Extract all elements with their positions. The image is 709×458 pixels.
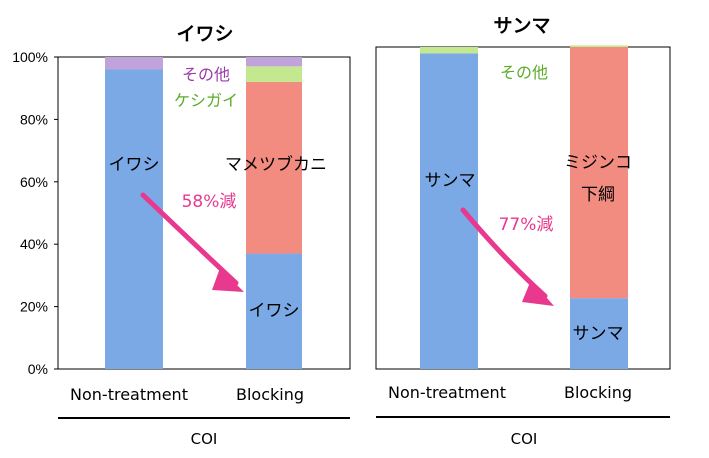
panel1-ytick-label-4: 80% [20, 111, 48, 127]
panel2-bar2-bottom-label: サンマ [573, 324, 624, 344]
panel2-title: サンマ [493, 15, 550, 37]
panel1-xtick-0: Non-treatment [70, 385, 188, 404]
panel1-other-label: その他 [182, 65, 230, 84]
panel1-bar2-bottom-label: イワシ [249, 301, 300, 321]
panel-sanma: サンマ サンマ ミジンコ 下綱 サンマ その他 77%減 Non-treatme… [375, 15, 671, 448]
panel2-reduction-label: 77%減 [499, 215, 554, 235]
panel2-bar-0-seg-0 [420, 53, 478, 369]
panel2-bar-1-seg-1 [570, 47, 628, 299]
panel1-bar1-label: イワシ [109, 155, 160, 175]
panel2-bar1-label: サンマ [425, 171, 476, 191]
panel2-other-label: その他 [500, 63, 548, 82]
panel2-bar-1-seg-0 [570, 298, 628, 369]
panel2-group-label: COI [511, 430, 538, 448]
panel1-xtick-1: Blocking [236, 385, 304, 404]
panel1-bar-1-seg-0 [246, 253, 302, 369]
panel1-ytick-label-1: 20% [20, 299, 48, 315]
panel2-xtick-0: Non-treatment [388, 383, 506, 402]
panel1-group-label: COI [191, 430, 218, 448]
panel1-bar-1-seg-1 [246, 81, 302, 254]
panel2-bars [420, 45, 628, 369]
panel2-bar2-main-line1: ミジンコ [564, 153, 632, 173]
panel1-bar-1-seg-3 [246, 57, 302, 67]
panel1-ytick-label-3: 60% [20, 174, 48, 190]
panel2-bar-0-seg-2 [420, 47, 478, 54]
panel1-bar2-main-label: マメツブカニ [225, 154, 327, 175]
panel1-bars [105, 57, 302, 369]
panel1-y-axis: 0% 20% 40% 60% 80% 100% [12, 49, 58, 377]
panel1-arrow [140, 192, 239, 286]
panel1-bar-1-seg-2 [246, 66, 302, 82]
panel1-ytick-label-2: 40% [20, 236, 48, 252]
panel1-ytick-label-5: 100% [12, 49, 48, 65]
panel1-bar-0-seg-0 [105, 69, 163, 369]
panel1-reduction-label: 58%減 [182, 192, 237, 212]
panel1-arrow-head [212, 268, 244, 292]
panel2-bar-1-seg-2 [570, 45, 628, 47]
panel1-title: イワシ [176, 23, 233, 45]
panel-iwashi: イワシ 0% 20% 40% 60% 80% 100% イワシ マメツブカニ イワシ その… [12, 23, 351, 448]
panel1-bar-0-seg-3 [105, 57, 163, 70]
panel2-arrow-head [522, 280, 554, 306]
panel2-bar2-main-line2: 下綱 [581, 185, 615, 205]
panel1-ytick-label-0: 0% [28, 361, 48, 377]
panel1-green-label: ケシガイ [174, 91, 238, 110]
panel2-xtick-1: Blocking [564, 383, 632, 402]
